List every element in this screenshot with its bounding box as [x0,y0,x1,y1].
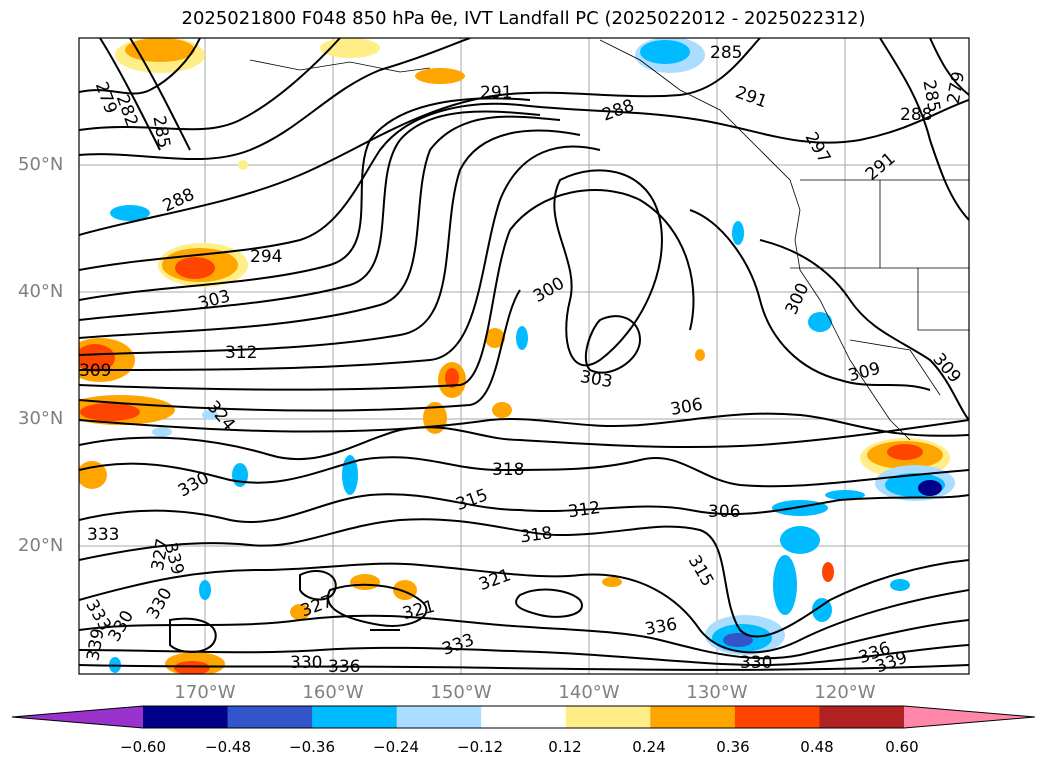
colorbar-swatch [396,706,482,728]
contour-label: 312 [567,498,602,522]
colorbar-swatch [143,706,229,728]
colorbar-outline [11,705,1036,729]
contour-label: 330 [290,653,322,673]
contour-label: 333 [87,525,119,545]
lon-label-130w: 130°W [686,682,748,703]
colorbar-swatch [819,706,905,728]
colorbar-tick: −0.60 [120,738,166,756]
colorbar-tick: 0.12 [548,738,582,756]
lon-label-150w: 150°W [430,682,492,703]
lat-label-30n: 30°N [18,408,64,429]
lat-label-50n: 50°N [18,154,64,175]
contour-label: 318 [492,460,524,480]
colorbar-tick: −0.36 [289,738,335,756]
contour-label: 288 [900,105,932,125]
ivt-shading [79,38,955,674]
lon-label-120w: 120°W [814,682,876,703]
map-frame [78,37,970,675]
colorbar-swatch [227,706,313,728]
colorbar-swatch [734,706,820,728]
lon-label-160w: 160°W [302,682,364,703]
theta-e-contours [79,38,969,671]
colorbar-tick: −0.24 [373,738,419,756]
map-background [79,38,969,674]
contour-label: 291 [480,83,512,103]
map-title: 2025021800 F048 850 hPa θe, IVT Landfall… [181,8,866,29]
colorbar-tick: −0.12 [457,738,503,756]
colorbar-tick: 0.60 [885,738,919,756]
contour-label: 306 [708,502,740,522]
colorbar-tick: −0.48 [205,738,251,756]
contour-label: 318 [519,523,554,547]
lon-label-140w: 140°W [558,682,620,703]
contour-label: 285 [710,43,742,63]
contour-label: 312 [225,343,257,363]
contour-label: 309 [79,361,111,381]
colorbar-extend-high [904,706,1035,728]
lon-label-170w: 170°W [174,682,236,703]
lat-label-40n: 40°N [18,281,64,302]
lat-label-20n: 20°N [18,535,64,556]
colorbar-swatch [650,706,736,728]
colorbar-swatch [312,706,398,728]
colorbar-tick: 0.36 [716,738,750,756]
colorbar-extend-low [12,706,143,728]
colorbar-swatch [565,706,651,728]
contour-label: 336 [328,657,360,677]
contour-label: 294 [250,247,282,267]
contour-label: 330 [740,653,772,673]
colorbar-swatch [481,706,567,728]
colorbar [11,705,1036,729]
colorbar-tick: 0.48 [800,738,834,756]
colorbar-tick: 0.24 [632,738,666,756]
